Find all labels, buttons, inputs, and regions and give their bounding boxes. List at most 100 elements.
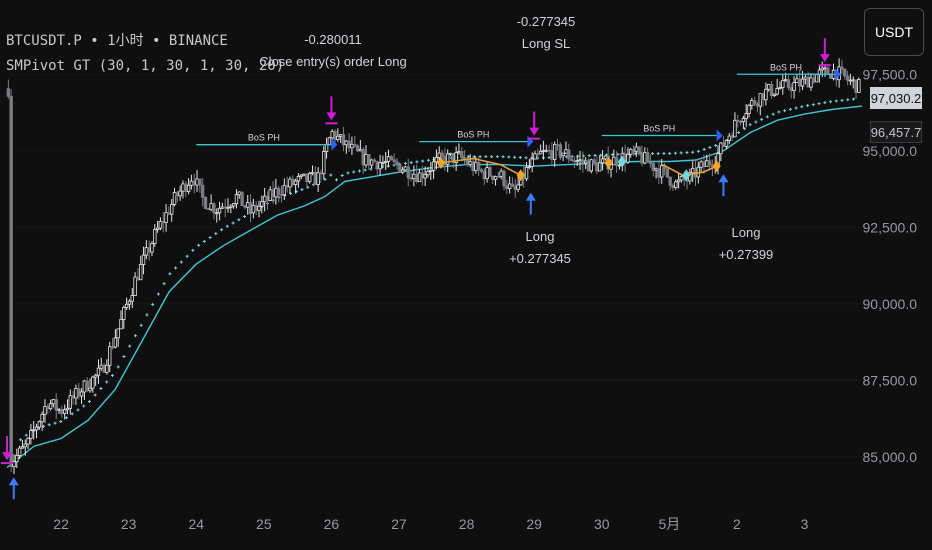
candle-body: [705, 160, 709, 167]
candle-body: [417, 172, 422, 182]
candle-body: [603, 155, 608, 160]
candle-body: [338, 134, 343, 137]
candle-body: [544, 149, 548, 152]
candles-layer: [6, 58, 861, 474]
candle-body: [690, 167, 695, 174]
bos-arrow: [331, 138, 338, 151]
currency-button[interactable]: USDT: [864, 8, 924, 56]
price-axis[interactable]: 85,000.0 87,500.0 90,000.0 92,500.0 95,000.0…: [863, 66, 918, 465]
candle-body: [747, 104, 751, 114]
candle-body: [181, 183, 185, 192]
candle-body: [530, 158, 534, 167]
candle-body: [17, 447, 22, 456]
candle-body: [189, 180, 194, 186]
candle-body: [313, 171, 318, 186]
candle-body: [212, 203, 216, 214]
candle-body: [231, 203, 236, 207]
time-axis[interactable]: 22 23 24 25 26 27 28 29 30 5月 2 3: [53, 516, 808, 532]
candle-body: [364, 154, 368, 166]
candle-body: [20, 446, 25, 449]
candle-body: [195, 178, 199, 186]
candle-body: [122, 306, 126, 320]
candle-body: [423, 174, 427, 179]
candle-body: [823, 67, 827, 70]
candle-body: [702, 161, 706, 167]
candle-body: [848, 79, 853, 82]
candle-body: [361, 149, 365, 166]
candle-body: [750, 100, 754, 106]
candle-body: [482, 170, 486, 180]
candle-body: [778, 87, 782, 89]
candle-body: [719, 142, 723, 155]
candle-body: [372, 159, 377, 163]
candle-body: [54, 399, 58, 411]
candle-body: [85, 380, 89, 392]
candle-body: [291, 178, 295, 186]
indicator-legend[interactable]: SMPivot GT (30, 1, 30, 1, 30, 20): [6, 58, 285, 74]
candle-body: [755, 103, 760, 107]
candle-body: [426, 171, 430, 176]
y-tick-label: 90,000.0: [863, 296, 918, 312]
candle-body: [237, 191, 241, 196]
candle-body: [474, 161, 478, 172]
last-price-tag: 97,030.2: [870, 87, 922, 109]
candle-body: [524, 166, 529, 180]
sl-label: Long SL: [521, 36, 571, 51]
candle-body: [437, 152, 441, 158]
candle-body: [699, 161, 703, 168]
candle-body: [229, 205, 233, 208]
long-entry-annotation: Long +0.277345: [509, 226, 571, 270]
pivot-diamond: [516, 169, 525, 182]
candle-body: [347, 140, 351, 149]
candle-body: [803, 76, 808, 80]
candle-body: [60, 408, 64, 414]
candle-body: [665, 168, 670, 178]
candle-body: [91, 376, 95, 389]
candle-body: [513, 185, 517, 190]
candle-body: [40, 413, 44, 423]
candle-body: [262, 195, 267, 203]
candle-body: [217, 207, 222, 214]
line-price-tag: 96,457.7: [870, 121, 922, 143]
candle-body: [310, 171, 315, 174]
candle-body: [536, 153, 540, 156]
candle-body: [730, 135, 734, 138]
exit-arrow-head: [819, 54, 830, 63]
candle-body: [741, 118, 746, 122]
candle-body: [384, 160, 388, 163]
candle-body: [277, 187, 281, 195]
candle-body: [144, 247, 149, 256]
candle-body: [840, 66, 844, 70]
x-tick-label: 22: [53, 516, 69, 532]
candle-body: [645, 152, 650, 163]
candle-body: [9, 95, 13, 467]
bos-arrow: [834, 68, 841, 81]
candle-body: [215, 212, 219, 215]
candle-body: [488, 167, 492, 177]
symbol-legend[interactable]: BTCUSDT.P • 1小时 • BINANCE: [6, 33, 228, 49]
candle-body: [386, 156, 391, 162]
candle-body: [344, 140, 348, 146]
candle-body: [671, 184, 675, 188]
x-tick-label: 3: [801, 516, 809, 532]
candle-body: [485, 167, 489, 180]
candle-body: [595, 162, 599, 172]
candle-body: [198, 178, 202, 186]
candle-body: [316, 172, 320, 186]
candle-body: [736, 119, 740, 122]
candle-body: [31, 429, 36, 432]
candle-body: [234, 194, 239, 205]
candle-body: [108, 346, 112, 366]
candle-body: [254, 204, 258, 211]
candle-body: [468, 161, 472, 165]
candle-body: [172, 192, 177, 205]
candle-body: [375, 161, 379, 170]
long-arrow-head: [8, 477, 19, 486]
candle-body: [564, 149, 568, 154]
candle-body: [583, 160, 588, 164]
candle-body: [164, 212, 168, 224]
candle-body: [448, 152, 453, 155]
candle-body: [727, 135, 732, 141]
candle-body: [350, 143, 354, 149]
